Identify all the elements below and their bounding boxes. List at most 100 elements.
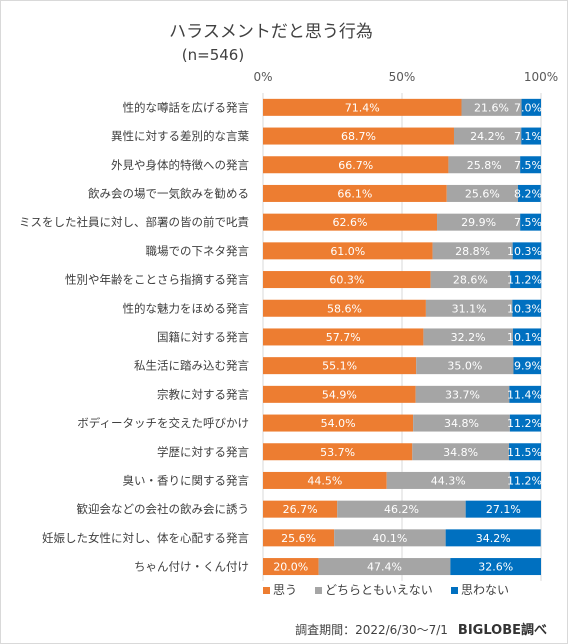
data-label: 54.0% [321,417,356,430]
bar-segment [263,299,426,317]
bar-segment [263,357,417,375]
bar-segment [520,213,541,231]
bar-segment [465,500,541,518]
data-label: 11.2% [507,474,542,487]
data-label: 20.0% [273,561,308,574]
data-label: 25.8% [467,159,502,172]
bar-segment [263,558,319,576]
data-label: 10.3% [507,302,542,315]
category-label: 国籍に対する発言 [157,330,249,344]
data-label: 7.0% [514,101,542,114]
data-label: 53.7% [320,446,355,459]
data-label: 33.7% [445,388,480,401]
data-label: 66.7% [338,159,373,172]
chart-footer: 調査期間：2022/6/30〜7/1 BIGLOBE調べ [295,619,547,638]
bar-segment [263,500,338,518]
bar-segment [318,558,451,576]
bar-segment [263,184,447,202]
bar-segment [509,471,541,489]
data-label: 7.1% [514,130,542,143]
category-label: 妊娠した女性に対し、体を心配する発言 [42,531,249,545]
bar-segment [520,156,541,174]
chart-title: ハラスメントだと思う行為 [169,22,373,42]
data-label: 34.2% [476,532,511,545]
bar-segment [263,242,433,260]
category-label: 性別や年齢をことさら指摘する発言 [65,273,249,287]
data-label: 58.6% [327,302,362,315]
data-label: 57.7% [326,331,361,344]
bar-segment [521,98,541,116]
data-label: 44.5% [307,474,342,487]
bar-segment [425,299,513,317]
data-label: 25.6% [465,187,500,200]
data-label: 29.9% [461,216,496,229]
legend-label: どちらともいえない [325,583,433,597]
category-label: ボディータッチを交えた呼びかけ [77,416,249,430]
category-label: ちゃん付け・くん付け [134,560,249,574]
bar-segment [512,242,542,260]
bar-segment [334,529,446,547]
bar-segment [432,242,513,260]
bar-segment [263,414,414,432]
bar-segment [263,98,462,116]
data-label: 34.8% [443,446,478,459]
bar-segment [412,443,510,461]
data-label: 27.1% [486,503,521,516]
data-label: 8.2% [514,187,542,200]
x-tick-label: 100% [524,70,558,84]
bar-segment [413,414,510,432]
data-label: 7.5% [514,216,542,229]
legend-label: 思わない [461,583,509,597]
survey-period: 調査期間：2022/6/30〜7/1 [295,623,448,637]
x-tick-label: 0% [253,70,272,84]
data-label: 40.1% [372,532,407,545]
bar-segment [509,414,541,432]
data-label: 61.0% [330,245,365,258]
bar-segment [521,127,541,145]
data-label: 9.9% [514,360,542,373]
category-label: 私生活に踏み込む発言 [134,359,249,373]
bar-segment [416,357,514,375]
data-label: 44.3% [431,474,466,487]
bar-segment [263,328,424,346]
data-label: 24.2% [470,130,505,143]
data-label: 55.1% [322,360,357,373]
data-label: 32.2% [451,331,486,344]
bar-segment [430,271,511,289]
data-label: 31.1% [452,302,487,315]
data-label: 11.4% [507,388,542,401]
bar-segment [386,471,510,489]
bar-segment [445,529,541,547]
data-label: 11.5% [507,446,542,459]
data-label: 46.2% [384,503,419,516]
category-label: 学歴に対する発言 [157,445,249,459]
data-label: 60.3% [329,274,364,287]
data-label: 26.7% [283,503,318,516]
category-label: 歓迎会などの会社の飲み会に誘う [77,502,250,516]
bar-segment [263,156,449,174]
bar-segment [517,184,541,202]
data-label: 28.8% [455,245,490,258]
legend-label: 思う [273,583,297,597]
category-label: 性的な魅力をほめる発言 [123,301,250,315]
data-label: 28.6% [453,274,488,287]
legend-swatch [263,587,270,594]
data-label: 68.7% [341,130,376,143]
bar-segment [263,385,416,403]
legend-swatch [315,587,322,594]
data-label: 7.5% [514,159,542,172]
bar-segment [450,558,541,576]
bar-segment [263,127,454,145]
data-label: 66.1% [337,187,372,200]
bar-segment [509,443,541,461]
data-label: 47.4% [367,561,402,574]
data-label: 62.6% [333,216,368,229]
bar-segment [423,328,513,346]
bar-segment [448,156,521,174]
source-credit: BIGLOBE調べ [457,623,547,638]
bar-segment [446,184,518,202]
bar-segment [461,98,522,116]
category-label: 職場での下ネタ発言 [146,244,250,258]
